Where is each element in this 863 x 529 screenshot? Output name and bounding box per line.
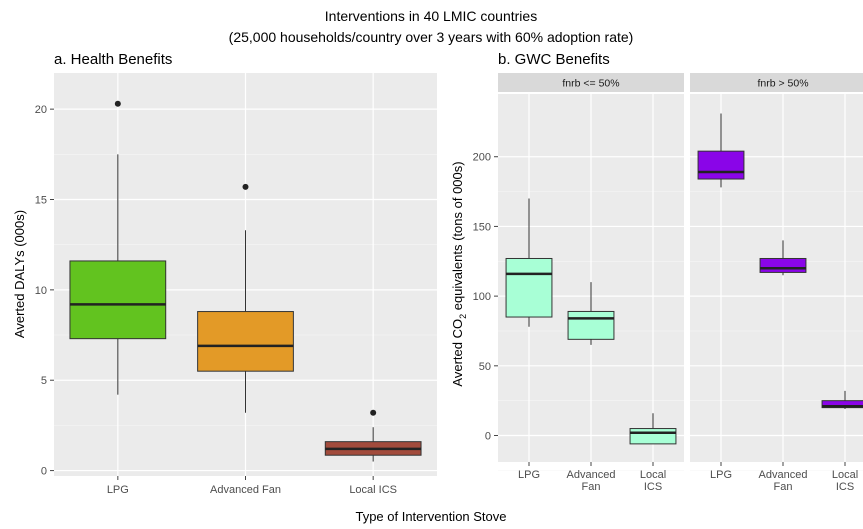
panel-b-y-tick-label: 150	[473, 221, 491, 233]
panel-b-y-label-main: Averted CO	[450, 319, 465, 387]
facet-x-tick-label: ICS	[836, 481, 854, 493]
panel-b-y-tick-label: 0	[485, 431, 491, 443]
panel-b-title: b. GWC Benefits	[498, 51, 610, 68]
panel-a-y-tick-label: 10	[35, 285, 47, 297]
panel-b-y-label-subscript: 2	[458, 314, 468, 319]
facet-x-tick-label: Advanced	[567, 469, 616, 481]
box-b0-1-iqr-box	[567, 310, 615, 340]
facet-strip-label: fnrb > 50%	[757, 78, 808, 90]
box-a-1-outlier-0	[242, 183, 249, 190]
facet-strip	[498, 73, 684, 92]
facet-x-tick-label: LPG	[710, 469, 732, 481]
panel-a-y-tick-label: 0	[41, 466, 47, 478]
facet-x-tick-label: Local	[832, 469, 858, 481]
figure-title-line1: Interventions in 40 LMIC countries	[325, 8, 537, 24]
panel-a-y-tick-label: 20	[35, 104, 47, 116]
panel-a-x-tick-label: Advanced Fan	[210, 484, 281, 496]
panel-a-x-tick-label: LPG	[107, 484, 129, 496]
box-b0-2-iqr-box	[629, 428, 677, 445]
facet-x-tick-label: LPG	[518, 469, 540, 481]
facet-strip-label: fnrb <= 50%	[562, 78, 619, 90]
box-b1-1-iqr-box	[759, 257, 807, 273]
panel-b-y-label-rest: equivalents (tons of 000s)	[450, 161, 465, 313]
facet-x-tick-label: Fan	[582, 481, 601, 493]
panel-a-boxes	[69, 100, 422, 462]
panel-b-y-tick-label: 50	[479, 361, 491, 373]
panel-b-y-ticks: 0 50 100 150 200	[473, 152, 498, 443]
facet-strip	[690, 73, 863, 92]
shared-x-axis-label: Type of Intervention Stove	[355, 509, 506, 524]
box-b1-0-iqr-box	[697, 150, 745, 180]
panel-b-y-tick-label: 100	[473, 291, 491, 303]
panel-a-y-tick-label: 15	[35, 195, 47, 207]
panel-a-x-tick-label: Local ICS	[349, 484, 397, 496]
box-b0-0-iqr-box	[505, 257, 553, 318]
panel-a-y-ticks: 0 5 10 15 20	[35, 104, 54, 478]
figure-title-line2: (25,000 households/country over 3 years …	[229, 29, 634, 45]
panel-a-title: a. Health Benefits	[54, 51, 172, 68]
panel-b-y-tick-label: 200	[473, 152, 491, 164]
facet-x-tick-label: ICS	[644, 481, 662, 493]
box-a-2-outlier-0	[370, 409, 377, 416]
box-a-0-iqr-box	[69, 260, 167, 340]
panel-a-y-axis-label: Averted DALYs (000s)	[12, 210, 27, 338]
facet-x-tick-label: Advanced	[759, 469, 808, 481]
box-b1-2-iqr-box	[821, 400, 863, 409]
panel-b-gwc-benefits: b. GWC Benefits fnrb <= 50%LPG AdvancedFa…	[450, 51, 863, 493]
panel-b-y-axis-label: Averted CO2 equivalents (tons of 000s)	[450, 161, 468, 386]
panel-a-health-benefits: a. Health Benefits 0 5 10 15 20 LPG Advanced …	[12, 51, 437, 496]
panel-a-x-ticks: LPG Advanced Fan Local ICS	[107, 476, 397, 496]
facet-x-tick-label: Fan	[774, 481, 793, 493]
facet-x-tick-label: Local	[640, 469, 666, 481]
box-a-0-outlier-0	[114, 100, 121, 107]
panel-a-y-tick-label: 5	[41, 375, 47, 387]
box-a-1-iqr-box	[197, 311, 294, 372]
